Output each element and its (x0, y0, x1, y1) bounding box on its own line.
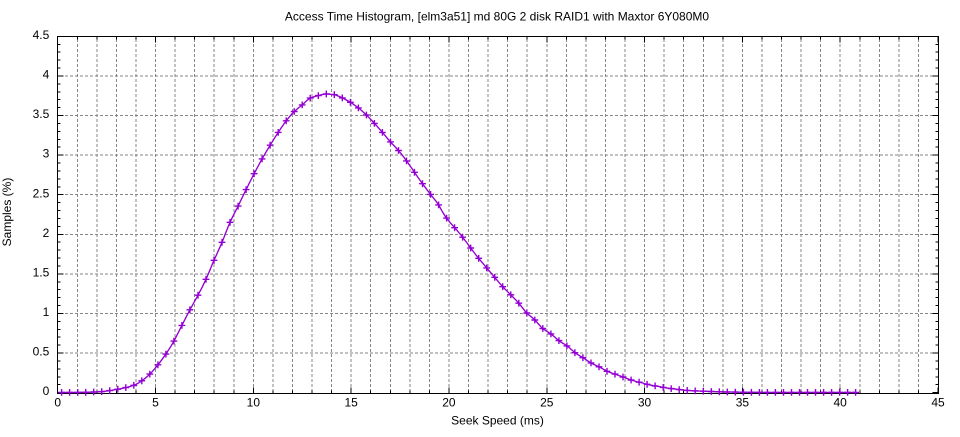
svg-text:Access Time Histogram, [elm3a5: Access Time Histogram, [elm3a51] md 80G … (285, 9, 709, 23)
svg-text:15: 15 (344, 395, 358, 409)
svg-text:45: 45 (931, 395, 945, 409)
svg-text:35: 35 (736, 395, 750, 409)
svg-text:5: 5 (152, 395, 159, 409)
svg-text:20: 20 (442, 395, 456, 409)
svg-text:2.5: 2.5 (33, 186, 50, 200)
svg-text:0.5: 0.5 (33, 345, 50, 359)
svg-text:Seek Speed (ms): Seek Speed (ms) (451, 413, 544, 427)
svg-text:3.5: 3.5 (33, 107, 50, 121)
svg-text:3: 3 (43, 147, 50, 161)
svg-text:4: 4 (43, 68, 50, 82)
svg-text:0: 0 (43, 384, 50, 398)
svg-text:1.5: 1.5 (33, 265, 50, 279)
svg-text:10: 10 (247, 395, 261, 409)
svg-text:2: 2 (43, 226, 50, 240)
svg-text:Samples (%): Samples (%) (0, 178, 14, 247)
svg-text:4.5: 4.5 (33, 28, 50, 42)
svg-text:25: 25 (540, 395, 554, 409)
svg-text:40: 40 (834, 395, 848, 409)
svg-text:1: 1 (43, 305, 50, 319)
svg-text:30: 30 (638, 395, 652, 409)
svg-text:0: 0 (54, 395, 61, 409)
